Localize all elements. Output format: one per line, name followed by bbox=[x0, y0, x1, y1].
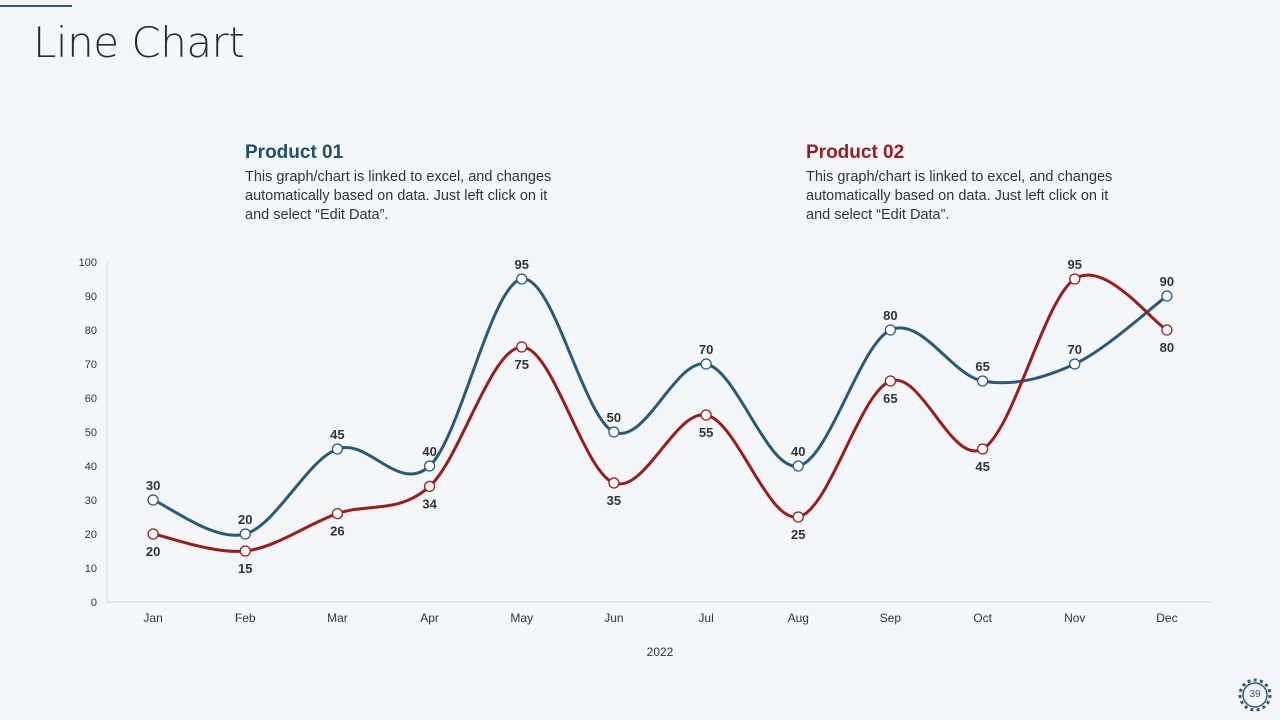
y-tick-label: 70 bbox=[85, 359, 97, 371]
data-point-product-01 bbox=[884, 324, 897, 336]
data-label-product-02: 55 bbox=[699, 425, 713, 440]
data-label-product-02: 80 bbox=[1160, 340, 1174, 355]
data-point-product-01 bbox=[1161, 290, 1173, 302]
top-accent-line bbox=[0, 5, 72, 7]
data-label-product-01: 70 bbox=[699, 342, 713, 357]
data-label-product-02: 75 bbox=[515, 357, 529, 372]
x-tick-label: Jul bbox=[698, 611, 713, 625]
x-tick-label: Sep bbox=[880, 611, 902, 625]
data-point-product-02 bbox=[884, 375, 897, 387]
data-label-product-02: 26 bbox=[330, 524, 344, 539]
y-tick-label: 100 bbox=[79, 257, 97, 269]
x-tick-label: Feb bbox=[235, 611, 256, 625]
data-label-product-01: 65 bbox=[975, 359, 989, 374]
page-number-badge: 39 bbox=[1238, 678, 1272, 712]
data-label-product-01: 40 bbox=[422, 444, 436, 459]
data-label-product-02: 95 bbox=[1068, 257, 1082, 272]
y-tick-label: 20 bbox=[85, 529, 97, 541]
y-tick-label: 30 bbox=[85, 495, 97, 507]
data-label-product-01: 70 bbox=[1068, 342, 1082, 357]
data-point-product-02 bbox=[147, 528, 159, 540]
page-number: 39 bbox=[1249, 689, 1261, 700]
data-point-product-02 bbox=[976, 443, 989, 455]
data-point-product-01 bbox=[516, 273, 528, 285]
data-point-product-02 bbox=[331, 507, 344, 520]
data-label-product-01: 30 bbox=[146, 478, 160, 493]
legend-product-02-title: Product 02 bbox=[806, 142, 905, 163]
x-tick-label: Apr bbox=[420, 611, 439, 625]
page-title: Line Chart bbox=[33, 18, 245, 67]
data-label-product-01: 20 bbox=[238, 512, 252, 527]
data-point-product-01 bbox=[147, 494, 159, 506]
data-point-product-02 bbox=[1069, 273, 1081, 285]
y-tick-label: 80 bbox=[85, 325, 97, 337]
x-tick-label: Nov bbox=[1064, 611, 1085, 625]
data-label-product-01: 45 bbox=[330, 427, 344, 442]
x-tick-label: May bbox=[510, 611, 533, 625]
data-point-product-01 bbox=[331, 443, 344, 455]
legend-product-02: Product 02 This graph/chart is linked to… bbox=[806, 142, 1136, 225]
data-label-product-02: 15 bbox=[238, 561, 252, 576]
data-label-product-02: 25 bbox=[791, 527, 805, 542]
legend-product-01-title: Product 01 bbox=[245, 142, 344, 163]
data-point-product-02 bbox=[792, 511, 804, 523]
y-tick-label: 90 bbox=[85, 291, 97, 303]
x-tick-label: Aug bbox=[788, 611, 809, 625]
data-label-product-01: 80 bbox=[883, 308, 897, 323]
data-label-product-02: 35 bbox=[607, 493, 621, 508]
legend-product-01: Product 01 This graph/chart is linked to… bbox=[245, 142, 575, 225]
series-line-product-01 bbox=[151, 277, 1169, 537]
series-line-product-02 bbox=[151, 273, 1169, 553]
data-label-product-01: 40 bbox=[791, 444, 805, 459]
data-point-product-02 bbox=[608, 477, 620, 489]
x-tick-label: Jan bbox=[143, 611, 162, 625]
x-tick-label: Dec bbox=[1156, 611, 1177, 625]
y-tick-label: 60 bbox=[85, 393, 97, 405]
data-label-product-02: 45 bbox=[975, 459, 989, 474]
data-label-product-02: 34 bbox=[422, 496, 437, 511]
data-point-product-02 bbox=[423, 480, 436, 493]
x-tick-label: Mar bbox=[327, 611, 348, 625]
data-label-product-01: 50 bbox=[607, 410, 621, 425]
data-point-product-01 bbox=[1069, 358, 1081, 370]
x-tick-label: Jun bbox=[604, 611, 623, 625]
y-tick-label: 10 bbox=[85, 563, 97, 575]
data-label-product-02: 20 bbox=[146, 544, 160, 559]
data-label-product-01: 95 bbox=[515, 257, 529, 272]
data-point-product-01 bbox=[239, 528, 251, 540]
data-label-product-01: 90 bbox=[1160, 274, 1174, 289]
data-point-product-02 bbox=[516, 341, 528, 353]
legend-product-02-description: This graph/chart is linked to excel, and… bbox=[806, 169, 1113, 223]
y-tick-label: 40 bbox=[85, 461, 97, 473]
x-axis-title: 2022 bbox=[647, 645, 674, 659]
x-tick-label: Oct bbox=[973, 611, 992, 625]
legend-product-01-description: This graph/chart is linked to excel, and… bbox=[245, 169, 552, 223]
data-point-product-01 bbox=[700, 358, 712, 370]
data-point-product-02 bbox=[1161, 324, 1173, 336]
data-point-product-01 bbox=[792, 460, 804, 472]
data-point-product-02 bbox=[700, 409, 712, 421]
gear-icon bbox=[1238, 678, 1272, 712]
data-point-product-02 bbox=[239, 545, 251, 557]
data-point-product-01 bbox=[976, 375, 989, 387]
y-tick-label: 0 bbox=[91, 597, 97, 609]
data-label-product-02: 65 bbox=[883, 391, 897, 406]
data-point-product-01 bbox=[608, 426, 620, 438]
y-tick-label: 50 bbox=[85, 427, 97, 439]
data-point-product-01 bbox=[423, 460, 436, 472]
